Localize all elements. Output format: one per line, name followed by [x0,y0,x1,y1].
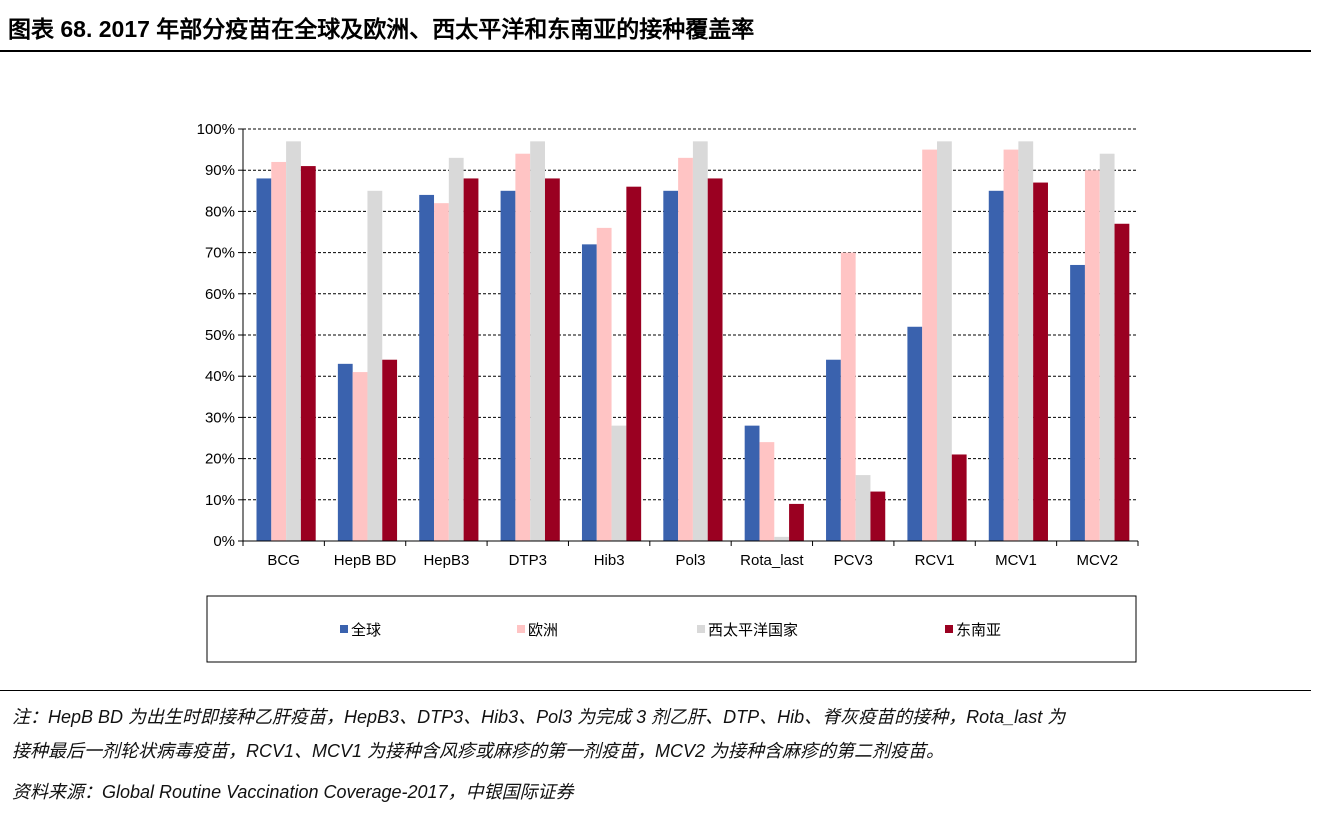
x-tick-label: HepB BD [334,552,397,569]
bar [382,359,398,541]
bar [870,491,886,541]
bar [256,178,272,541]
bar [678,157,693,541]
note-line-1: 注：HepB BD 为出生时即接种乙肝疫苗，HepB3、DTP3、Hib3、Po… [12,707,1066,727]
legend-swatch [517,625,525,633]
y-tick-label: 40% [205,368,235,385]
bar [1099,153,1115,541]
y-tick-label: 100% [197,121,235,138]
bar [744,425,760,541]
x-tick-label: BCG [267,552,300,569]
bar [759,442,775,541]
bar [530,141,545,542]
bar [626,186,642,541]
y-tick-label: 30% [205,409,235,426]
bar [271,161,287,541]
bar [774,536,790,541]
note-line-2: 接种最后一剂轮状病毒疫苗，RCV1、MCV1 为接种含风疹或麻疹的第一剂疫苗，M… [12,741,945,761]
bar [300,166,316,541]
bar [937,141,952,542]
bar [1033,182,1048,541]
y-tick-label: 20% [205,451,235,468]
bar [707,178,723,541]
title-rule [0,50,1311,52]
bar [581,244,597,542]
y-tick-label: 60% [205,286,235,303]
y-tick-label: 0% [213,533,235,550]
bar [367,190,383,542]
bar [1018,141,1034,542]
legend-box [206,595,1137,663]
bar [1070,264,1085,541]
y-tick-label: 70% [205,245,235,262]
bar [596,227,612,541]
bar [988,190,1004,542]
x-tick-label: MCV2 [1076,552,1118,569]
source-line: 资料来源：Global Routine Vaccination Coverage… [12,782,574,802]
bar [434,203,449,541]
x-tick-label: PCV3 [834,552,873,569]
y-tick-label: 80% [205,203,235,220]
legend-swatch [697,625,705,633]
bar [337,363,353,541]
x-tick-label: HepB3 [423,552,469,569]
bar [448,157,464,541]
bar [500,190,516,542]
bar [611,425,627,541]
bar [352,372,368,541]
bar [1003,149,1019,541]
figure-title: 图表 68. 2017 年部分疫苗在全球及欧洲、西太平洋和东南亚的接种覆盖率 [8,16,755,42]
bar [692,141,708,542]
bar [419,194,435,542]
bar [789,503,804,541]
bar [951,454,967,541]
bar [922,149,938,541]
bar [907,326,923,541]
bar [1114,223,1130,541]
bar [663,190,679,542]
legend-label: 全球 [351,621,381,639]
bar [463,178,479,541]
bar [840,252,856,541]
x-tick-label: Pol3 [675,552,705,569]
bar [286,141,301,542]
legend-label: 东南亚 [956,622,1001,639]
x-tick-label: Hib3 [594,552,625,569]
bar [544,178,560,541]
legend-swatch [945,625,953,633]
x-tick-label: Rota_last [740,552,804,569]
bar-chart: 0% 10% 20% 30% 40% 50% 60% 70% 80% 90% 100% BCG HepB… [197,121,1139,663]
bar [515,153,531,541]
y-tick-label: 50% [205,327,235,344]
y-tick-label: 90% [205,162,235,179]
x-tick-label: RCV1 [915,552,955,569]
legend-label: 西太平洋国家 [708,622,798,639]
bar [1084,170,1100,541]
y-tick-label: 10% [205,492,235,509]
notes-rule [0,690,1311,691]
x-tick-label: DTP3 [509,552,547,569]
legend-label: 欧洲 [528,622,558,639]
bar [826,359,841,541]
legend-swatch [340,625,348,633]
bar [855,475,871,541]
x-tick-label: MCV1 [995,552,1037,569]
